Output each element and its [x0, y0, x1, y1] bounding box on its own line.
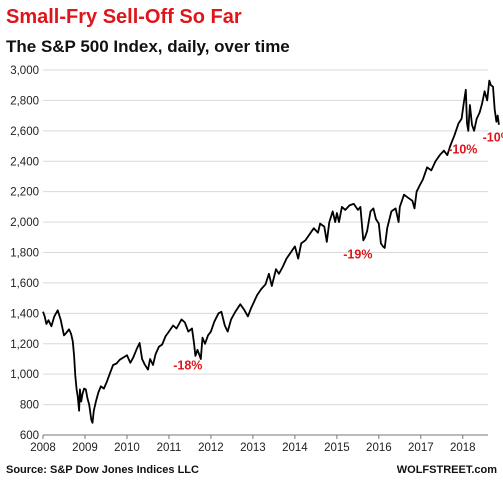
x-tick-label: 2017	[408, 442, 434, 454]
x-tick-label: 2012	[198, 442, 224, 454]
x-tick-label: 2008	[30, 442, 56, 454]
drawdown-label: -19%	[343, 248, 372, 262]
y-tick-label: 1,200	[10, 339, 39, 351]
y-tick-label: 1,600	[10, 278, 39, 290]
y-tick-label: 1,800	[10, 248, 39, 260]
y-tick-label: 2,600	[10, 126, 39, 138]
y-tick-label: 1,400	[10, 308, 39, 320]
brand-label: WOLFSTREET.com	[397, 464, 497, 476]
drawdown-label: -18%	[173, 359, 202, 373]
y-axis-ticks: 600 800 1,000 1,200 1,400 1,600 1,800 2,000 2,20…	[10, 65, 39, 442]
y-tick-label: 2,400	[10, 156, 39, 168]
drawdown-label: -10%	[483, 130, 503, 144]
sp500-series-line	[42, 79, 500, 424]
source-note: Source: S&P Dow Jones Indices LLC	[6, 464, 199, 476]
drawdown-label: -10%	[448, 143, 477, 157]
chart-subtitle: The S&P 500 Index, daily, over time	[6, 37, 290, 56]
x-tick-label: 2013	[240, 442, 266, 454]
x-tick-label: 2016	[366, 442, 392, 454]
x-tick-label: 2015	[324, 442, 350, 454]
y-tick-label: 2,000	[10, 217, 39, 229]
x-tick-label: 2018	[450, 442, 476, 454]
x-tick-label: 2010	[114, 442, 140, 454]
y-tick-label: 800	[20, 400, 39, 412]
y-tick-label: 3,000	[10, 65, 39, 77]
y-tick-label: 2,200	[10, 187, 39, 199]
y-tick-label: 2,800	[10, 95, 39, 107]
y-tick-label: 600	[20, 430, 39, 442]
chart-title: Small-Fry Sell-Off So Far	[6, 6, 242, 28]
x-tick-label: 2011	[157, 442, 182, 454]
x-axis-ticks: 2008 2009 2010 2011 2012 2013 2014 2015 2016 2017…	[30, 435, 476, 454]
drawdown-annotations: -18% -19% -10% -10%	[173, 130, 503, 372]
x-tick-label: 2014	[282, 442, 308, 454]
y-tick-label: 1,000	[10, 369, 39, 381]
x-tick-label: 2009	[72, 442, 98, 454]
gridlines	[43, 69, 488, 406]
